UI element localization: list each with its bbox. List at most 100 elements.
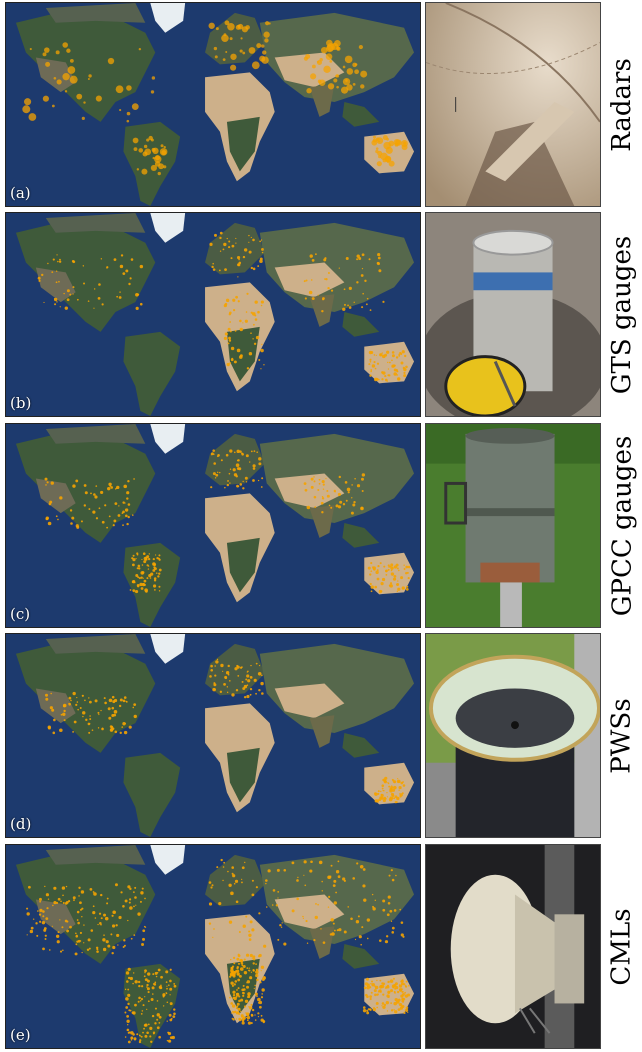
station-marker: [237, 987, 240, 990]
station-marker: [220, 663, 224, 668]
station-marker: [386, 791, 388, 794]
station-marker: [210, 886, 213, 889]
station-marker: [397, 778, 399, 780]
station-marker: [390, 572, 395, 576]
station-marker: [310, 477, 314, 481]
station-marker: [124, 1011, 127, 1014]
station-marker: [264, 38, 269, 43]
station-marker: [75, 479, 79, 483]
station-marker: [321, 495, 324, 498]
station-marker: [100, 709, 102, 712]
station-marker: [256, 995, 258, 998]
station-marker: [271, 904, 274, 906]
station-marker: [231, 984, 234, 987]
station-marker: [390, 566, 394, 570]
station-marker: [256, 451, 258, 454]
station-marker: [216, 471, 219, 474]
station-marker: [150, 164, 157, 172]
station-marker: [304, 488, 308, 492]
station-marker: [243, 695, 247, 699]
station-marker: [169, 979, 172, 983]
station-marker: [45, 917, 49, 921]
station-marker: [334, 491, 336, 493]
station-marker: [375, 1001, 379, 1005]
panel-label: (a): [10, 184, 31, 202]
station-marker: [353, 301, 355, 304]
station-marker: [260, 965, 265, 969]
station-marker: [387, 374, 390, 377]
station-marker: [226, 237, 228, 240]
station-marker: [249, 1006, 253, 1010]
station-marker: [144, 897, 146, 900]
station-marker: [122, 524, 124, 526]
station-marker: [280, 926, 283, 928]
station-marker: [122, 905, 125, 908]
station-marker: [374, 993, 377, 997]
station-marker: [261, 343, 263, 346]
station-marker: [390, 786, 394, 789]
station-marker: [140, 576, 143, 579]
station-marker: [103, 913, 107, 917]
station-marker: [97, 727, 100, 729]
station-marker: [235, 1018, 238, 1020]
station-marker: [134, 1038, 136, 1041]
station-marker: [44, 477, 48, 481]
station-marker: [151, 993, 154, 995]
station-marker: [154, 155, 162, 163]
station-marker: [233, 360, 237, 364]
station-marker: [370, 369, 373, 371]
station-marker: [388, 797, 393, 802]
station-marker: [126, 85, 132, 91]
station-marker: [346, 84, 353, 91]
station-marker: [119, 731, 122, 735]
station-marker: [325, 53, 333, 60]
station-marker: [232, 996, 235, 1000]
station-marker: [390, 788, 393, 790]
station-marker: [236, 957, 240, 961]
station-marker: [267, 869, 271, 873]
station-marker: [407, 565, 411, 569]
station-marker: [377, 993, 379, 995]
station-marker: [154, 161, 161, 167]
station-marker: [219, 250, 222, 252]
station-marker: [118, 296, 122, 299]
station-marker: [128, 725, 132, 729]
station-marker: [125, 971, 130, 975]
station-marker: [152, 983, 155, 985]
station-marker: [263, 944, 267, 948]
station-marker: [143, 144, 148, 149]
station-marker: [377, 565, 380, 568]
station-marker: [127, 480, 130, 483]
station-marker: [107, 486, 111, 491]
station-marker: [136, 168, 140, 171]
station-marker: [77, 708, 79, 711]
station-marker: [235, 295, 238, 299]
station-marker: [134, 896, 137, 899]
station-marker: [101, 303, 104, 306]
station-marker: [340, 86, 349, 94]
station-marker: [376, 577, 380, 581]
station-marker: [258, 457, 262, 461]
station-marker: [87, 938, 91, 942]
station-marker: [253, 323, 255, 326]
station-marker: [246, 292, 249, 295]
station-marker: [146, 564, 149, 567]
station-marker: [237, 485, 240, 488]
station-marker: [255, 968, 259, 971]
station-marker: [172, 1015, 176, 1018]
station-marker: [352, 83, 356, 86]
station-marker: [260, 348, 264, 353]
station-marker: [256, 43, 262, 49]
station-marker: [146, 1031, 149, 1035]
station-marker: [215, 27, 219, 31]
station-marker: [128, 1009, 131, 1012]
station-marker: [128, 282, 131, 286]
station-marker: [257, 1002, 260, 1004]
station-marker: [251, 928, 255, 932]
station-marker: [350, 511, 354, 515]
station-marker: [371, 893, 374, 896]
station-marker: [243, 970, 248, 975]
station-marker: [379, 353, 383, 357]
station-marker: [137, 576, 140, 579]
station-marker: [252, 267, 256, 271]
